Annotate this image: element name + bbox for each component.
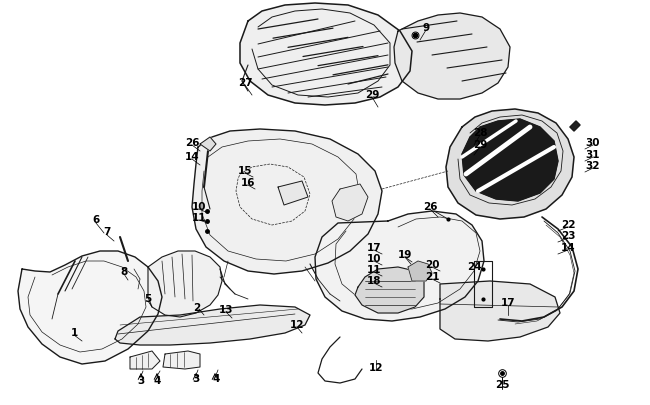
Text: 18: 18: [367, 275, 382, 285]
Polygon shape: [115, 305, 310, 345]
Polygon shape: [200, 138, 216, 151]
Polygon shape: [278, 181, 308, 205]
Polygon shape: [148, 252, 222, 317]
Text: 16: 16: [240, 177, 255, 188]
Polygon shape: [570, 122, 580, 132]
Text: 29: 29: [365, 90, 379, 100]
Text: 11: 11: [367, 264, 382, 274]
Text: 1: 1: [70, 327, 77, 337]
Polygon shape: [18, 252, 162, 364]
Text: 26: 26: [422, 202, 437, 211]
Text: 30: 30: [586, 138, 600, 148]
Text: 31: 31: [586, 149, 600, 160]
Polygon shape: [440, 281, 560, 341]
Text: 27: 27: [238, 78, 252, 88]
Text: 4: 4: [213, 373, 220, 383]
Text: 8: 8: [120, 266, 127, 276]
Polygon shape: [446, 110, 574, 220]
Polygon shape: [462, 120, 558, 202]
Polygon shape: [394, 14, 510, 100]
Text: 11: 11: [192, 213, 206, 222]
Text: 26: 26: [185, 138, 200, 148]
Text: 5: 5: [144, 293, 151, 303]
Text: 17: 17: [367, 243, 382, 252]
Text: 9: 9: [422, 23, 430, 33]
Text: 22: 22: [561, 220, 575, 230]
Text: 25: 25: [495, 379, 509, 389]
Text: 19: 19: [398, 249, 412, 259]
Polygon shape: [240, 4, 412, 106]
Text: 6: 6: [92, 215, 99, 224]
Polygon shape: [408, 261, 432, 281]
Text: 3: 3: [137, 375, 145, 385]
Text: 10: 10: [367, 254, 382, 263]
Text: 7: 7: [103, 226, 111, 237]
Text: 20: 20: [424, 259, 439, 269]
Text: 29: 29: [473, 140, 488, 149]
Text: 12: 12: [369, 362, 383, 372]
Polygon shape: [192, 130, 382, 274]
Text: 15: 15: [238, 166, 252, 175]
Text: 21: 21: [424, 271, 439, 281]
Text: 17: 17: [500, 297, 515, 307]
Text: 4: 4: [153, 375, 161, 385]
Text: 2: 2: [194, 302, 201, 312]
Text: 10: 10: [192, 202, 206, 211]
Text: 24: 24: [467, 261, 481, 271]
Polygon shape: [332, 185, 368, 222]
Text: 14: 14: [561, 243, 575, 252]
Text: 14: 14: [185, 151, 200, 162]
Polygon shape: [315, 211, 484, 321]
Polygon shape: [355, 267, 424, 313]
Text: 3: 3: [192, 373, 200, 383]
Text: 23: 23: [561, 230, 575, 241]
Text: 12: 12: [290, 319, 304, 329]
Text: 13: 13: [219, 304, 233, 314]
Polygon shape: [130, 351, 160, 369]
Text: 32: 32: [586, 161, 600, 171]
Text: 28: 28: [473, 128, 488, 138]
Polygon shape: [163, 351, 200, 369]
